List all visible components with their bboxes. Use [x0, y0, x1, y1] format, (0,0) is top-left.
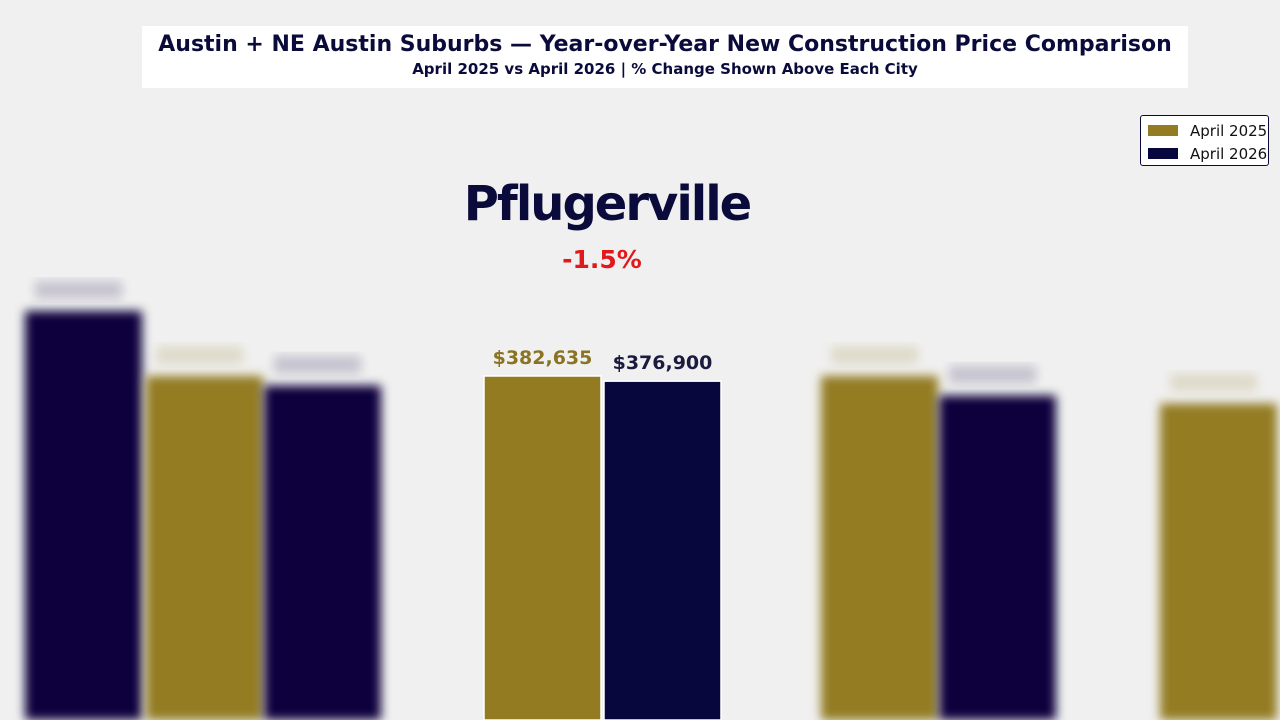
- value-label-april-2026: $376,900: [613, 352, 713, 374]
- pct-change-label: -1.5%: [562, 245, 642, 274]
- chart-subtitle: April 2025 vs April 2026 | % Change Show…: [412, 60, 918, 78]
- background-bar-left-0: [146, 376, 263, 720]
- background-bar-right-edge-0: [1160, 403, 1277, 720]
- background-bar-label-right-0: [831, 346, 918, 364]
- city-name-label: Pflugerville: [464, 176, 751, 232]
- title-box: Austin + NE Austin Suburbs — Year-over-Y…: [142, 26, 1188, 88]
- chart-title: Austin + NE Austin Suburbs — Year-over-Y…: [158, 32, 1172, 57]
- background-bar-label-right-edge-0: [1170, 373, 1257, 392]
- legend: April 2025 April 2026: [1140, 115, 1269, 166]
- focused-bars: [483, 375, 722, 720]
- background-bar-right-0: [821, 376, 938, 720]
- background-bars: [25, 280, 1277, 720]
- background-bar-left-edge-1: [25, 310, 142, 720]
- background-bar-label-left-1: [274, 355, 361, 374]
- legend-label-2025: April 2025: [1190, 121, 1268, 140]
- bar-april-2025: [483, 375, 602, 720]
- background-bar-label-left-0: [156, 346, 243, 364]
- value-label-april-2025: $382,635: [493, 347, 593, 369]
- background-bar-left-1: [264, 385, 381, 720]
- legend-label-2026: April 2026: [1190, 144, 1268, 163]
- background-bar-right-1: [939, 395, 1056, 720]
- background-bar-label-right-1: [949, 365, 1036, 384]
- legend-entry-2026: April 2026: [1141, 142, 1268, 165]
- legend-swatch-2026: [1148, 148, 1178, 159]
- focused-labels: $382,635 $376,900 Pflugerville -1.5%: [464, 176, 753, 374]
- background-bar-label-left-edge-1: [35, 280, 122, 299]
- bar-april-2026: [603, 380, 722, 720]
- legend-swatch-2025: [1148, 125, 1178, 136]
- legend-entry-2025: April 2025: [1141, 119, 1268, 142]
